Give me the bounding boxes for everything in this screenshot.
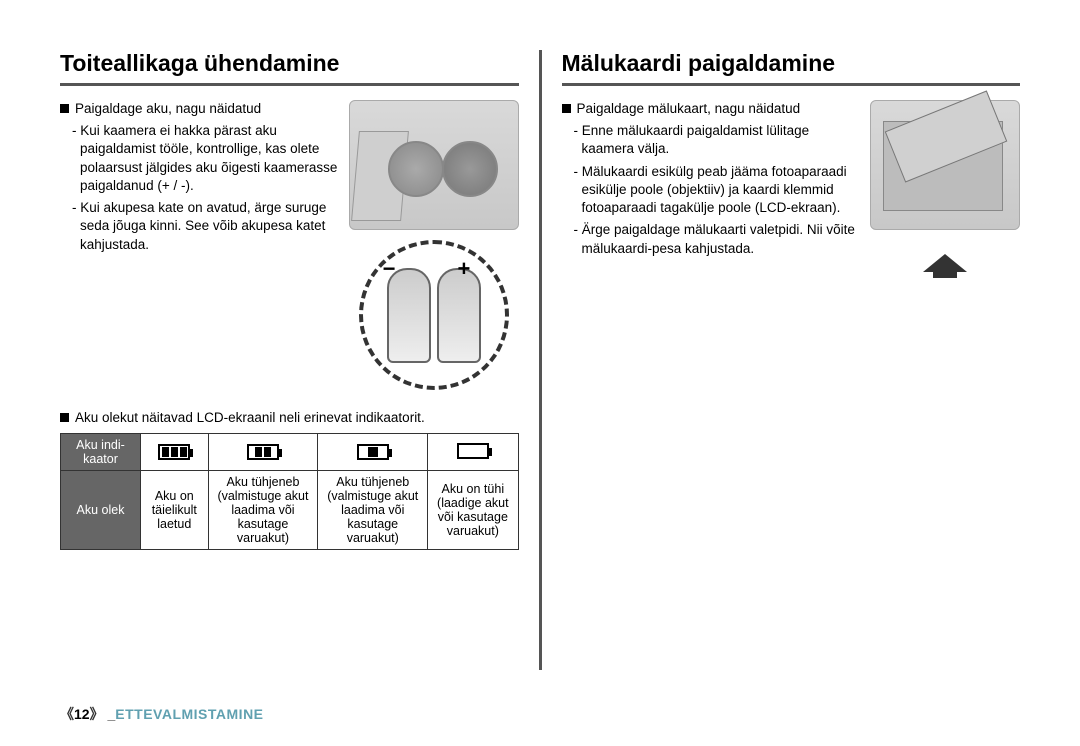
battery-two-thirds-icon <box>247 444 279 460</box>
battery-status-table: Aku indi-kaator Aku olek Aku on täieliku… <box>60 433 519 550</box>
right-column: Mälukaardi paigaldamine Paigaldage mäluk… <box>562 50 1021 670</box>
page-columns: Toiteallikaga ühendamine Paigaldage aku,… <box>60 50 1020 670</box>
right-illustration <box>870 100 1020 278</box>
right-sub-2: - Mälukaardi esikülg peab jääma fotoapar… <box>574 163 861 218</box>
table-header-status: Aku olek <box>61 471 141 550</box>
battery-full-icon <box>158 444 190 460</box>
left-sub-1: - Kui kaamera ei hakka pärast aku paigal… <box>72 122 339 195</box>
table-cell: Aku tühjeneb (valmistuge akut laadima võ… <box>208 471 318 550</box>
left-sub-2: - Kui akupesa kate on avatud, ärge surug… <box>72 199 339 254</box>
left-column: Toiteallikaga ühendamine Paigaldage aku,… <box>60 50 519 670</box>
page-number: 12 <box>74 706 90 722</box>
right-title: Mälukaardi paigaldamine <box>562 50 1021 86</box>
battery-icon-cell <box>318 434 428 471</box>
page-footer: 《12》 _ETTEVALMISTAMINE <box>60 704 264 724</box>
right-bullet-1: Paigaldage mälukaart, nagu näidatud <box>562 100 861 118</box>
battery-icon-cell <box>428 434 518 471</box>
right-bullet-1-text: Paigaldage mälukaart, nagu näidatud <box>577 101 801 116</box>
status-note-text: Aku olekut näitavad LCD-ekraanil neli er… <box>75 410 425 425</box>
table-row: Aku olek Aku on täielikult laetud Aku tü… <box>61 471 519 550</box>
left-illustration: − + <box>349 100 519 390</box>
square-bullet-icon <box>60 104 69 113</box>
square-bullet-icon <box>562 104 571 113</box>
left-title: Toiteallikaga ühendamine <box>60 50 519 86</box>
status-note: Aku olekut näitavad LCD-ekraanil neli er… <box>60 410 519 425</box>
column-separator <box>539 50 542 670</box>
right-sub-1: - Enne mälukaardi paigaldamist lülitage … <box>574 122 861 158</box>
left-bullet-1: Paigaldage aku, nagu näidatud <box>60 100 339 118</box>
table-cell: Aku on täielikult laetud <box>141 471 209 550</box>
battery-icon-cell <box>208 434 318 471</box>
camera-battery-illustration <box>349 100 519 230</box>
camera-memorycard-illustration <box>870 100 1020 230</box>
angle-bracket-right-icon: 》 <box>90 706 104 722</box>
lens-icon <box>442 141 498 197</box>
left-bullet-1-text: Paigaldage aku, nagu näidatud <box>75 101 261 116</box>
battery-icon-cell <box>141 434 209 471</box>
footer-section-label: ETTEVALMISTAMINE <box>115 706 263 722</box>
left-text: Paigaldage aku, nagu näidatud - Kui kaam… <box>60 100 339 390</box>
polarity-signs: − + <box>363 256 505 282</box>
table-header-indicator: Aku indi-kaator <box>61 434 141 471</box>
lens-icon <box>388 141 444 197</box>
table-cell: Aku on tühi (laadige akut või kasutage v… <box>428 471 518 550</box>
battery-detail-circle: − + <box>359 240 509 390</box>
left-content: Paigaldage aku, nagu näidatud - Kui kaam… <box>60 100 519 390</box>
right-sub-3: - Ärge paigaldage mälukaarti valetpidi. … <box>574 221 861 257</box>
square-bullet-icon <box>60 413 69 422</box>
angle-bracket-left-icon: 《 <box>60 706 74 722</box>
battery-empty-icon <box>457 443 489 459</box>
right-text: Paigaldage mälukaart, nagu näidatud - En… <box>562 100 861 278</box>
battery-one-third-icon <box>357 444 389 460</box>
table-row: Aku indi-kaator <box>61 434 519 471</box>
right-content: Paigaldage mälukaart, nagu näidatud - En… <box>562 100 1021 278</box>
insert-arrow-icon <box>923 246 967 278</box>
table-cell: Aku tühjeneb (valmistuge akut laadima võ… <box>318 471 428 550</box>
